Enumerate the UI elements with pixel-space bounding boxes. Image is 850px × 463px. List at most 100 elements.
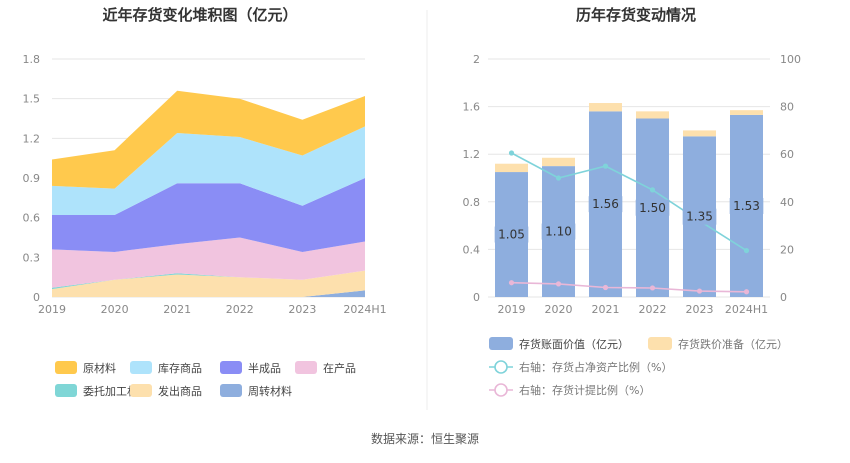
right-y2-tick-label: 40 — [780, 196, 794, 209]
line-point[interactable] — [602, 163, 609, 169]
left-y-tick-label: 1.8 — [23, 53, 41, 66]
bar-impairment-reserve[interactable] — [542, 157, 575, 167]
right-chart-grid — [488, 58, 770, 298]
bar-value-label: 1.10 — [545, 225, 572, 239]
right-x-tick-label: 2023 — [686, 303, 714, 316]
bar-label-bg — [635, 199, 670, 216]
right-legend-item-book[interactable]: 存货账面价值（亿元） — [489, 337, 629, 351]
left-legend-item-turnover[interactable]: 周转材料 — [220, 384, 292, 398]
bar-label-bg — [588, 196, 623, 213]
line-point[interactable] — [555, 175, 562, 181]
right-y-tick-label: 2 — [473, 53, 480, 66]
legend-marker — [494, 383, 508, 397]
bar-impairment-reserve[interactable] — [683, 130, 716, 137]
legend-label: 半成品 — [248, 361, 281, 375]
left-legend-item-stock[interactable]: 库存商品 — [130, 361, 202, 375]
bar-value-label: 1.35 — [686, 210, 713, 224]
bar-impairment-reserve[interactable] — [730, 110, 763, 115]
left-x-tick-label: 2022 — [226, 303, 254, 316]
line-point[interactable] — [508, 280, 515, 286]
legend-label: 右轴：存货占净资产比例（%） — [519, 360, 672, 374]
line-series-ratio_line[interactable] — [511, 152, 747, 252]
bar-impairment-reserve[interactable] — [589, 103, 622, 112]
legend-swatch — [295, 361, 317, 374]
right-chart-legend[interactable]: 存货账面价值（亿元） 存货跌价准备（亿元） 右轴：存货占净资产比例（%） 右轴：存货计… — [489, 337, 788, 397]
left-x-tick-label: 2019 — [38, 303, 66, 316]
line-point[interactable] — [649, 187, 656, 193]
bar-value-label: 1.53 — [733, 199, 760, 213]
right-y-tick-label: 0.8 — [463, 196, 481, 209]
line-point[interactable] — [649, 285, 656, 291]
left-y-tick-label: 1.5 — [23, 93, 41, 106]
line-point[interactable] — [508, 150, 515, 156]
bar-label-bg — [494, 226, 529, 243]
right-y2-tick-label: 20 — [780, 243, 794, 256]
legend-swatch — [55, 361, 77, 374]
bar-value-label: 1.05 — [498, 228, 525, 242]
legend-swatch — [489, 337, 513, 350]
right-x-tick-label: 2019 — [498, 303, 526, 316]
left-legend-item-raw[interactable]: 原材料 — [55, 361, 116, 375]
area-series-stock[interactable] — [52, 126, 365, 215]
right-x-tick-label: 2020 — [545, 303, 573, 316]
line-series-provision_line[interactable] — [511, 281, 747, 293]
right-x-tick-label: 2024H1 — [725, 303, 768, 316]
legend-label: 存货跌价准备（亿元） — [678, 337, 788, 351]
area-series-turnover[interactable] — [52, 290, 365, 297]
right-chart-title: 历年存货变动情况 — [576, 6, 696, 24]
right-chart-bar-labels: 1.05 1.10 1.56 1.50 1.35 1.53 — [494, 196, 764, 243]
legend-label: 周转材料 — [248, 384, 292, 398]
line-point[interactable] — [602, 284, 609, 291]
legend-marker — [494, 360, 508, 374]
legend-swatch — [55, 384, 77, 397]
left-chart-areas — [52, 90, 365, 297]
legend-swatch — [220, 384, 242, 397]
bar-label-bg — [541, 223, 576, 240]
left-x-tick-label: 2024H1 — [343, 303, 386, 316]
bar-value-label: 1.50 — [639, 201, 666, 215]
bar-value-label: 1.56 — [592, 197, 619, 211]
data-source: 数据来源：恒生聚源 — [371, 431, 479, 446]
right-y-tick-label: 1.6 — [463, 101, 481, 114]
legend-label: 库存商品 — [158, 361, 202, 375]
right-y2-tick-label: 100 — [780, 53, 801, 66]
legend-label: 存货账面价值（亿元） — [519, 337, 629, 351]
left-legend-item-shipped[interactable]: 发出商品 — [130, 384, 202, 398]
right-chart-y2-ticks: 0 20 40 60 80 100 — [780, 53, 801, 304]
legend-swatch — [648, 337, 672, 350]
line-point[interactable] — [743, 247, 750, 254]
left-x-tick-label: 2020 — [101, 303, 129, 316]
right-legend-item-provision_line[interactable]: 右轴：存货计提比例（%） — [489, 383, 650, 397]
line-point[interactable] — [743, 289, 750, 295]
area-series-raw[interactable] — [52, 90, 365, 189]
legend-label: 发出商品 — [158, 384, 202, 398]
right-y-tick-label: 1.2 — [463, 148, 481, 161]
right-legend-item-ratio_line[interactable]: 右轴：存货占净资产比例（%） — [489, 360, 672, 374]
bar-impairment-reserve[interactable] — [495, 163, 528, 173]
left-x-tick-label: 2023 — [288, 303, 316, 316]
area-series-wip[interactable] — [52, 237, 365, 288]
right-x-tick-label: 2021 — [592, 303, 620, 316]
left-y-tick-label: 0.9 — [23, 172, 41, 185]
legend-swatch — [130, 361, 152, 374]
area-series-semi[interactable] — [52, 178, 365, 252]
left-legend-item-semi[interactable]: 半成品 — [220, 361, 281, 375]
right-y2-tick-label: 60 — [780, 148, 794, 161]
legend-label: 原材料 — [83, 361, 116, 375]
left-x-tick-label: 2021 — [163, 303, 191, 316]
area-series-shipped[interactable] — [52, 270, 365, 297]
legend-swatch — [130, 384, 152, 397]
left-chart-y-ticks: 0 0.3 0.6 0.9 1.2 1.5 1.8 — [23, 53, 41, 304]
legend-swatch — [220, 361, 242, 374]
bar-impairment-reserve[interactable] — [636, 111, 669, 119]
left-chart-x-ticks: 2019 2020 2021 2022 2023 2024H1 — [38, 303, 387, 316]
line-point[interactable] — [555, 281, 562, 287]
right-chart-x-ticks: 2019 2020 2021 2022 2023 2024H1 — [498, 303, 769, 316]
right-chart-y-ticks: 0 0.4 0.8 1.2 1.6 2 — [463, 53, 481, 304]
left-legend-item-wip[interactable]: 在产品 — [295, 361, 356, 375]
line-point[interactable] — [696, 288, 703, 294]
right-legend-item-reserve[interactable]: 存货跌价准备（亿元） — [648, 337, 788, 351]
